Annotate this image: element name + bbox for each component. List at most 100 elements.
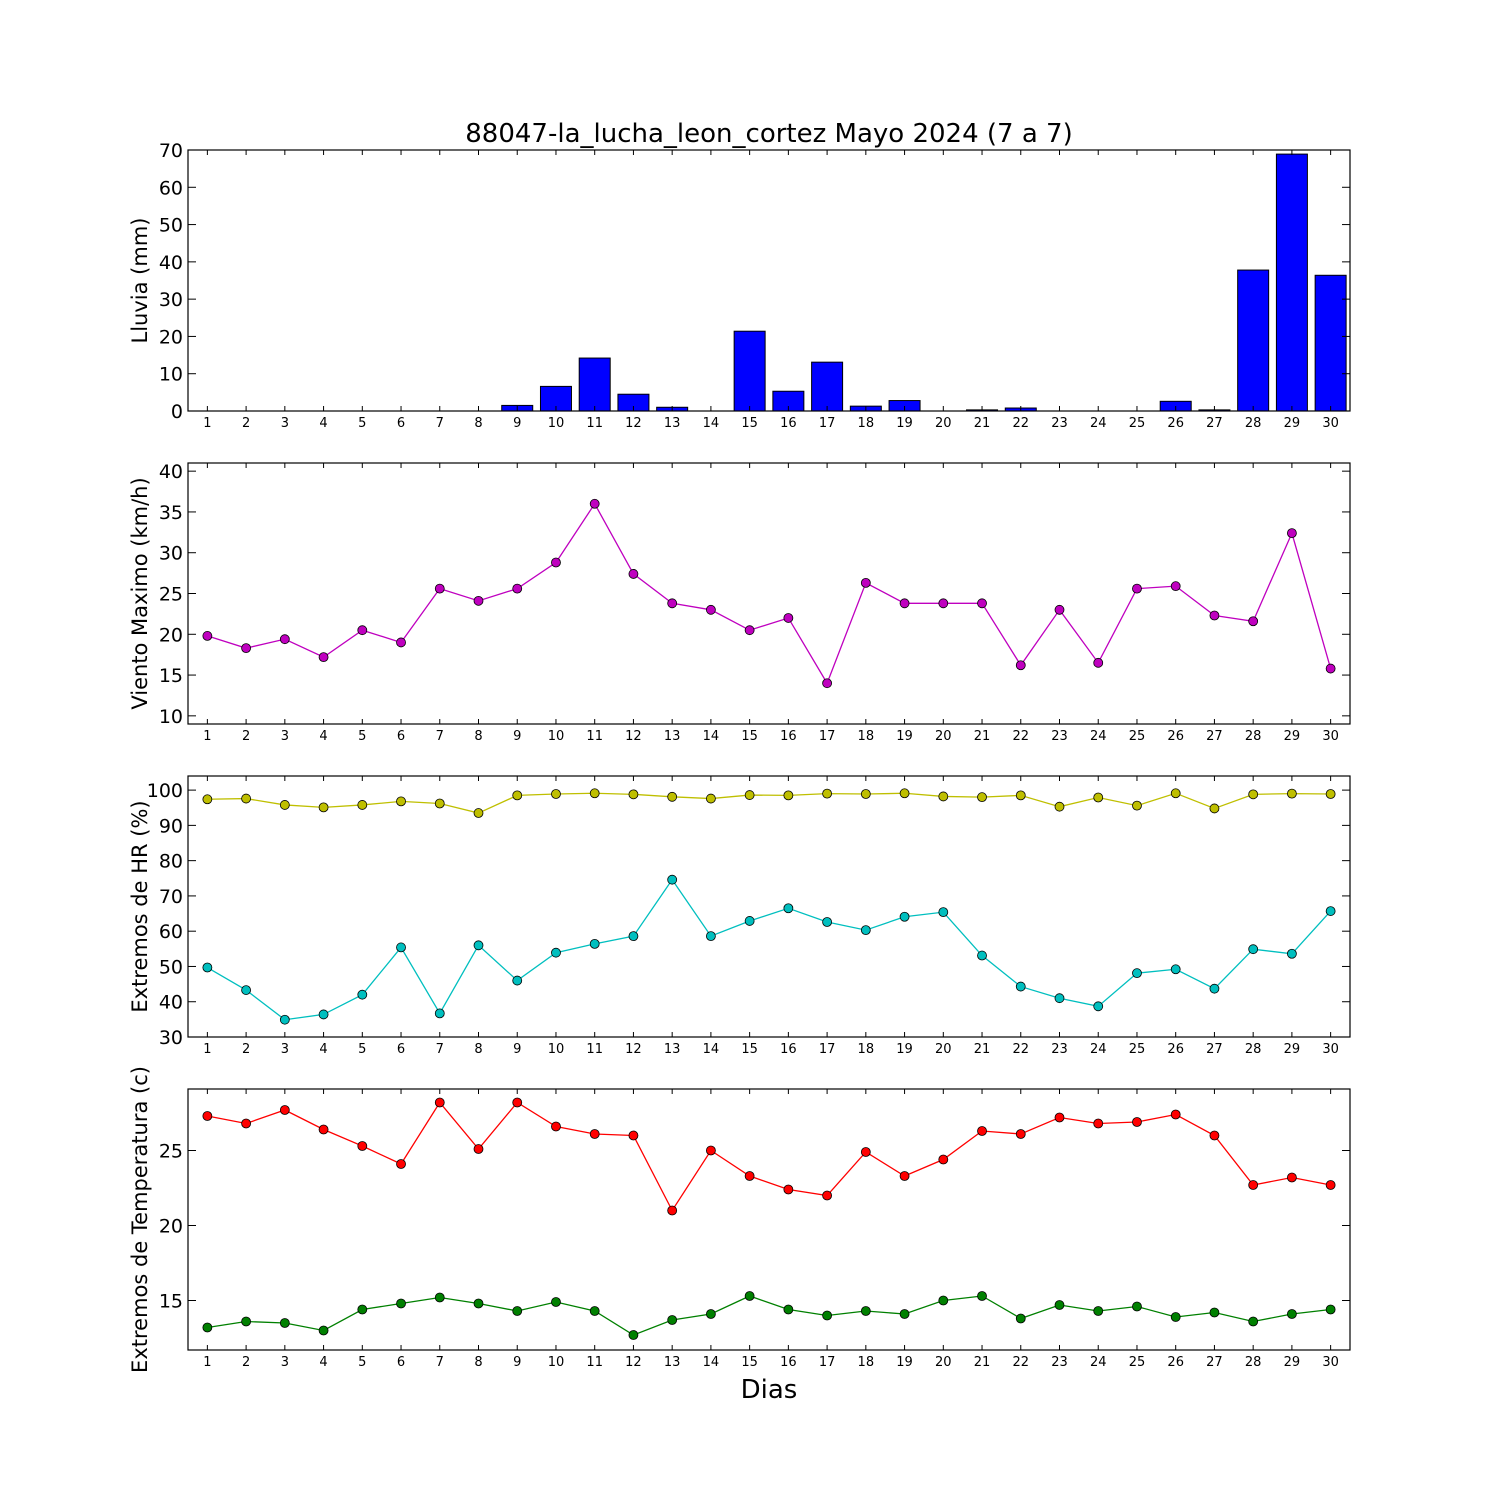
- x-tick-label: 1: [203, 416, 211, 431]
- x-axis-label: Dias: [741, 1375, 798, 1405]
- x-tick-label: 25: [1129, 1355, 1146, 1370]
- viento-maximo-point: [357, 625, 368, 636]
- x-tick-label: 14: [703, 729, 720, 744]
- hr-min-point: [938, 907, 949, 918]
- viento-maximo-point: [977, 598, 987, 609]
- x-tick-label: 21: [974, 729, 991, 744]
- hr-min-point: [899, 911, 910, 922]
- viento-maximo-point: [744, 625, 755, 636]
- x-tick-label: 11: [586, 729, 603, 744]
- x-tick-label: 23: [1051, 729, 1068, 744]
- x-tick-label: 7: [436, 729, 444, 744]
- y-tick-label: 30: [159, 543, 183, 565]
- bar: [733, 330, 766, 412]
- y-tick-label: 70: [159, 886, 183, 908]
- viento-maximo-point: [434, 583, 445, 594]
- x-tick-label: 20: [935, 1355, 952, 1370]
- x-tick-label: 20: [935, 729, 952, 744]
- hr-min-point: [1054, 993, 1065, 1004]
- hr-min-point: [202, 962, 213, 973]
- hr-min-point: [241, 985, 252, 995]
- x-tick-label: 8: [474, 729, 482, 744]
- temp-max-point: [706, 1145, 716, 1156]
- viento-maximo-point: [1054, 604, 1065, 615]
- temp-min-point: [1170, 1312, 1181, 1322]
- x-tick-label: 16: [780, 416, 797, 431]
- temp-min-point: [744, 1291, 755, 1301]
- y-tick-label: 10: [159, 364, 183, 386]
- hr-min-point: [396, 942, 406, 953]
- bar: [1237, 269, 1270, 412]
- hr-min-point: [551, 947, 561, 958]
- x-tick-label: 25: [1129, 416, 1146, 431]
- x-tick-label: 15: [741, 1042, 758, 1057]
- hr-min-point: [1325, 906, 1336, 916]
- x-tick-label: 28: [1245, 729, 1262, 744]
- x-tick-label: 9: [513, 1355, 521, 1370]
- x-tick-label: 5: [358, 1355, 366, 1370]
- x-tick-label: 29: [1284, 729, 1301, 744]
- hr-min-point: [1015, 981, 1026, 992]
- x-tick-label: 27: [1206, 1355, 1223, 1370]
- bar: [1314, 274, 1347, 412]
- x-tick-label: 7: [436, 1042, 444, 1057]
- temp-min-point: [667, 1315, 678, 1325]
- y-tick-label: 20: [159, 624, 183, 646]
- hr-max-point: [1132, 800, 1142, 811]
- x-tick-label: 3: [281, 729, 289, 744]
- x-tick-label: 14: [703, 416, 720, 431]
- x-tick-label: 10: [548, 729, 565, 744]
- hr-max-point: [318, 802, 329, 813]
- temp-max-point: [473, 1144, 484, 1154]
- hr-min-point: [822, 917, 832, 927]
- temp-min-point: [396, 1298, 406, 1309]
- y-tick-label: 30: [159, 289, 183, 311]
- temp-min-point: [977, 1291, 987, 1301]
- temp-max-point: [938, 1154, 949, 1165]
- y-tick-label: 40: [159, 461, 183, 483]
- x-tick-label: 6: [397, 1355, 405, 1370]
- hr-max-point: [783, 790, 794, 801]
- temp-max-point: [744, 1171, 755, 1181]
- x-tick-label: 17: [819, 1042, 836, 1057]
- bar: [811, 361, 844, 412]
- x-tick-label: 3: [281, 1355, 289, 1370]
- temp-max-point: [1132, 1117, 1142, 1127]
- hr-max-point: [1015, 790, 1026, 801]
- temp-min-point: [1054, 1300, 1065, 1310]
- hr-min-point: [357, 989, 368, 1000]
- x-tick-label: 14: [703, 1355, 720, 1370]
- x-tick-label: 12: [625, 729, 642, 744]
- x-tick-label: 14: [703, 1042, 720, 1057]
- y-tick-label: 0: [171, 401, 183, 423]
- x-tick-label: 29: [1284, 1042, 1301, 1057]
- x-tick-label: 23: [1051, 416, 1068, 431]
- temp-max-point: [1209, 1130, 1220, 1141]
- viento-maximo-point: [822, 678, 832, 689]
- y-tick-label: 60: [159, 921, 183, 943]
- y-tick-label: 70: [159, 140, 183, 162]
- x-tick-label: 5: [358, 729, 366, 744]
- x-tick-label: 10: [548, 1355, 565, 1370]
- x-tick-label: 2: [242, 1042, 250, 1057]
- hr-min-point: [1170, 964, 1181, 975]
- x-tick-label: 18: [858, 1042, 875, 1057]
- y-tick-label: 15: [159, 1291, 183, 1313]
- hr-min-point: [977, 950, 987, 961]
- x-tick-label: 20: [935, 416, 952, 431]
- y-tick-label: 25: [159, 584, 183, 606]
- x-tick-label: 19: [896, 729, 913, 744]
- viento-maximo-point: [783, 613, 794, 623]
- bar: [1275, 153, 1308, 412]
- temp-max-point: [551, 1121, 561, 1132]
- x-tick-label: 30: [1322, 1355, 1339, 1370]
- temp-max-point: [977, 1126, 987, 1136]
- x-tick-label: 13: [664, 416, 681, 431]
- hr-min-point: [860, 925, 871, 936]
- temp-min-line: [207, 1295, 1331, 1336]
- y-axis-label: Viento Maximo (km/h): [128, 477, 152, 709]
- x-tick-label: 21: [974, 1042, 991, 1057]
